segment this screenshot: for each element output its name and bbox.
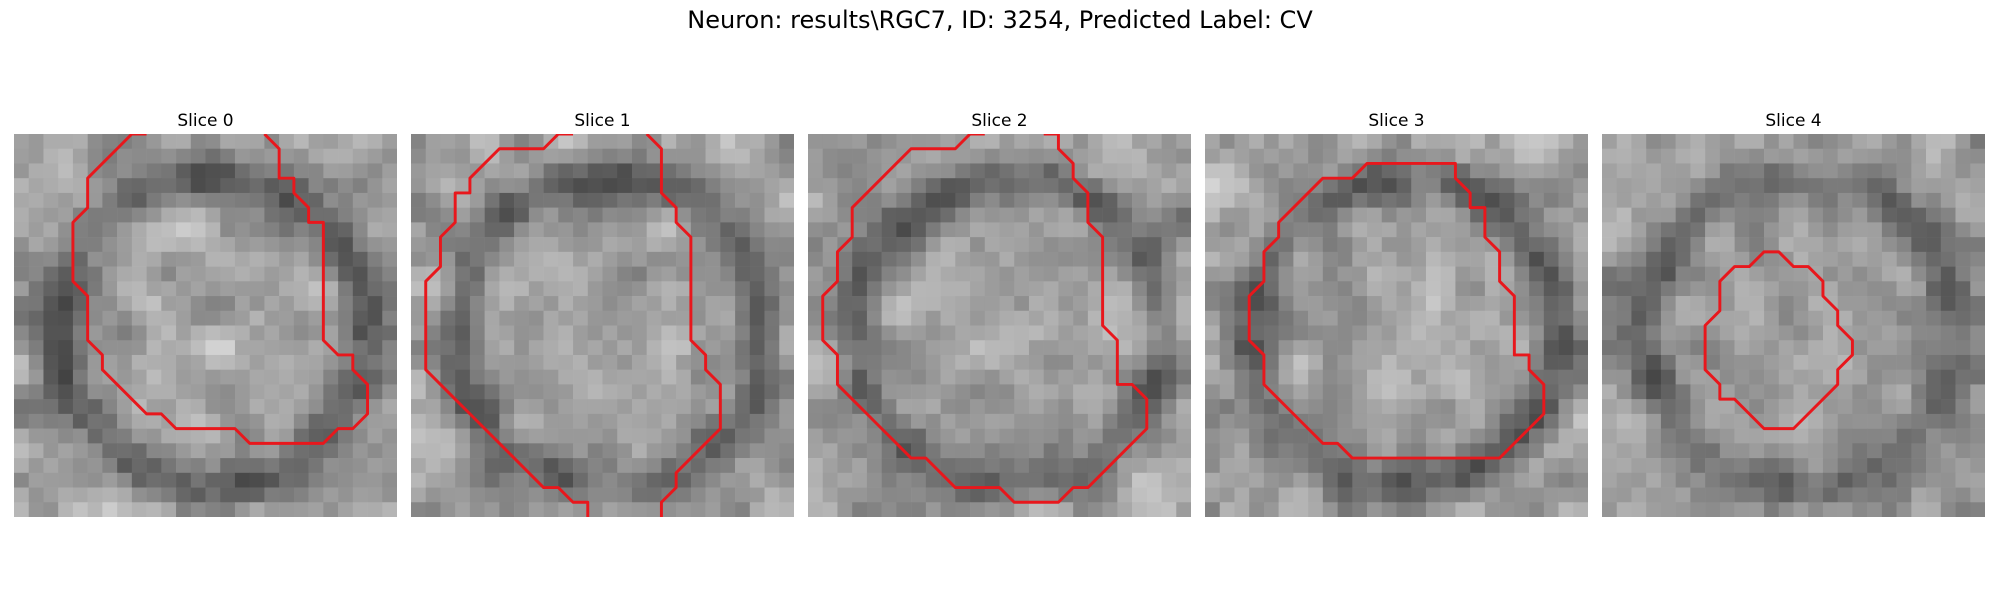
contour-line <box>424 134 590 517</box>
slice-title-0: Slice 0 <box>177 111 234 131</box>
contour-line <box>71 134 370 445</box>
slice-title-4: Slice 4 <box>1765 111 1822 131</box>
contour-line <box>1703 250 1854 431</box>
slice-panel-2: Slice 2 <box>808 110 1191 517</box>
slice-image-4 <box>1602 134 1985 517</box>
slice-panel-0: Slice 0 <box>14 110 397 517</box>
slice-title-3: Slice 3 <box>1368 111 1425 131</box>
pixel-grid <box>14 134 397 517</box>
slice-image-3 <box>1205 134 1588 517</box>
slice-title-2: Slice 2 <box>971 111 1028 131</box>
slice-title-1: Slice 1 <box>574 111 631 131</box>
slice-image-0 <box>14 134 397 517</box>
slice-panel-4: Slice 4 <box>1602 110 1985 517</box>
contour-line <box>821 134 1149 504</box>
figure-title: Neuron: results\RGC7, ID: 3254, Predicte… <box>687 6 1313 34</box>
slice-image-1 <box>411 134 794 517</box>
pixel-grid <box>1602 134 1985 517</box>
pixel-grid <box>411 134 794 517</box>
contour-line-2 <box>645 134 722 517</box>
pixel-grid <box>1205 134 1588 517</box>
slice-image-2 <box>808 134 1191 517</box>
contour-line <box>1247 161 1546 460</box>
slice-panel-1: Slice 1 <box>411 110 794 517</box>
slice-panel-3: Slice 3 <box>1205 110 1588 517</box>
pixel-grid <box>808 134 1191 517</box>
